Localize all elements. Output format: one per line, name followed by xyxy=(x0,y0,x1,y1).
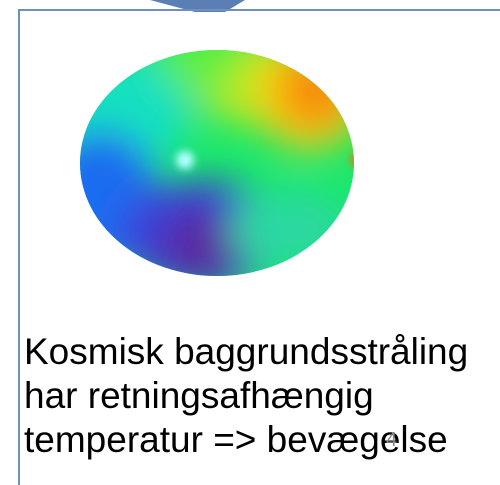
page-number: 4 xyxy=(386,429,397,451)
cmb-map xyxy=(80,50,354,276)
caption-line: temperatur => bevægelse xyxy=(24,419,448,460)
caption-line: har retningsafhængig xyxy=(24,375,374,416)
caption-line: Kosmisk baggrundsstråling xyxy=(24,331,468,372)
frame xyxy=(18,9,500,485)
